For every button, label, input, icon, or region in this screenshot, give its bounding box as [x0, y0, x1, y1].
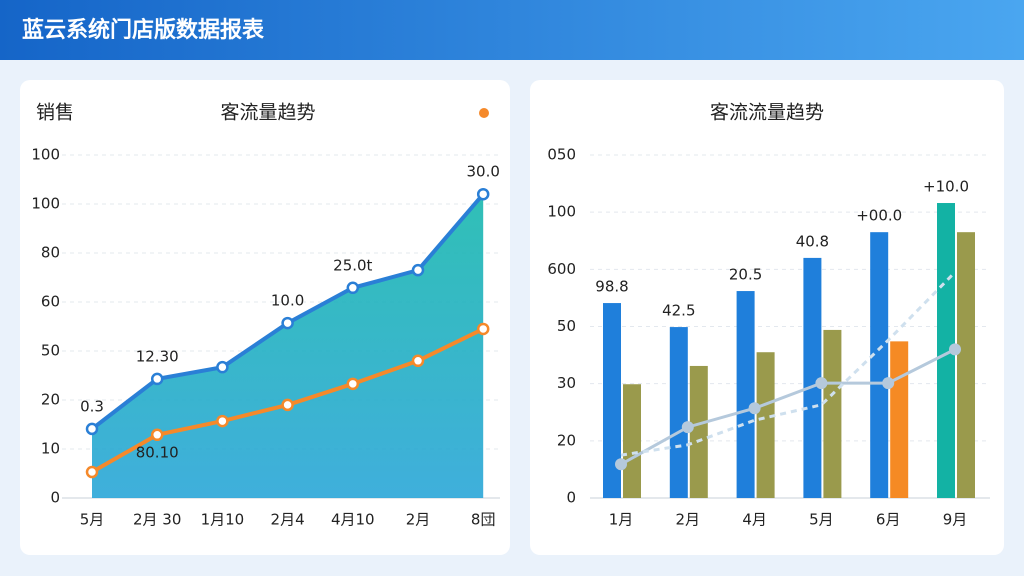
point	[882, 377, 895, 390]
data-label: 98.8	[595, 278, 628, 296]
y-tick-label: 0	[50, 489, 60, 507]
header-title: 蓝云系统门店版数据报表	[22, 17, 265, 43]
y-tick-label: 600	[547, 260, 576, 278]
side-label: 销售	[36, 102, 74, 124]
x-tick-label: 2月 30	[133, 511, 181, 529]
point	[615, 458, 627, 471]
x-tick-label: 9月	[943, 511, 968, 529]
bar	[669, 327, 688, 498]
chart-title: 客流量趋势	[220, 102, 315, 124]
data-label: +10.0	[923, 178, 969, 196]
bar	[823, 329, 842, 498]
line	[620, 348, 956, 466]
legend-icon	[479, 108, 489, 118]
y-tick-label: 60	[41, 293, 60, 311]
x-tick-label: 6月	[876, 511, 901, 529]
y-tick-label: 050	[547, 146, 576, 164]
y-tick-label: 100	[31, 195, 60, 213]
y-tick-label: 20	[557, 431, 576, 449]
x-tick-label: 1月	[609, 511, 634, 529]
y-tick-label: 20	[41, 391, 60, 409]
x-tick-label: 4月10	[331, 511, 375, 529]
y-tick-label: 100	[547, 203, 576, 221]
data-label: 12.30	[136, 347, 179, 365]
point	[216, 360, 229, 374]
point	[476, 322, 490, 336]
y-tick-label: 0	[566, 489, 576, 507]
point	[476, 187, 490, 201]
x-tick-label: 8団	[471, 511, 496, 529]
point	[411, 263, 425, 277]
data-label: 30.0	[466, 163, 499, 181]
data-label: 80.10	[136, 443, 179, 461]
header-bar	[0, 0, 1024, 60]
bar	[756, 352, 775, 498]
x-tick-label: 2月4	[271, 511, 305, 529]
bar	[870, 232, 889, 499]
bar	[957, 232, 975, 499]
point	[949, 343, 961, 356]
chart-title: 客流流量趋势	[710, 102, 824, 124]
bar	[623, 384, 641, 498]
point	[150, 372, 164, 386]
point	[681, 421, 694, 434]
point	[748, 402, 761, 415]
y-tick-label: 80	[41, 244, 60, 262]
y-tick-label: 10	[41, 440, 60, 458]
point	[85, 422, 99, 436]
y-tick-label: 30	[557, 374, 576, 392]
x-tick-label: 4月	[742, 511, 767, 529]
y-tick-label: 50	[557, 317, 576, 335]
data-label: 20.5	[729, 266, 762, 284]
bar	[603, 303, 621, 498]
data-label: +00.0	[856, 207, 902, 225]
point	[346, 281, 360, 295]
point	[216, 414, 229, 428]
x-tick-label: 2月	[406, 511, 431, 529]
y-tick-label: 100	[31, 146, 60, 164]
point	[411, 354, 425, 368]
x-tick-label: 5月	[809, 511, 834, 529]
x-tick-label: 1月10	[201, 511, 245, 529]
area	[92, 194, 484, 498]
point	[85, 465, 99, 479]
bar	[803, 257, 822, 498]
point	[815, 377, 828, 390]
data-label: 10.0	[271, 292, 304, 310]
bar	[890, 341, 909, 498]
data-label: 0.3	[80, 397, 104, 415]
point	[346, 377, 360, 391]
x-tick-label: 2月	[676, 511, 701, 529]
data-label: 25.0t	[333, 256, 372, 274]
y-tick-label: 50	[41, 342, 60, 360]
point	[281, 316, 294, 330]
data-label: 42.5	[662, 302, 695, 320]
line	[620, 271, 957, 457]
point	[281, 398, 294, 412]
point	[150, 428, 164, 442]
bar	[736, 291, 755, 498]
x-tick-label: 5月	[80, 511, 105, 529]
data-label: 40.8	[796, 232, 829, 250]
bar	[689, 365, 708, 498]
